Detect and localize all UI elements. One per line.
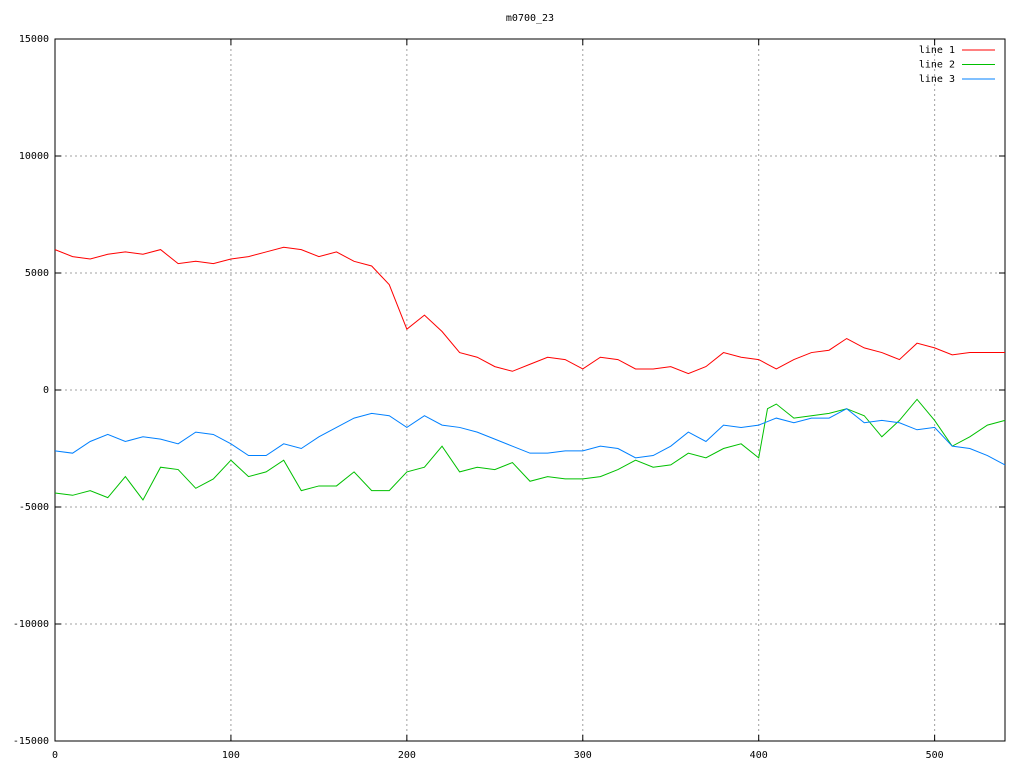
legend-label: line 1 bbox=[919, 45, 955, 56]
legend-label: line 3 bbox=[919, 74, 955, 85]
y-tick-label: -5000 bbox=[19, 502, 49, 513]
x-tick-label: 500 bbox=[926, 750, 944, 761]
y-tick-label: 15000 bbox=[19, 34, 49, 45]
y-tick-label: -10000 bbox=[13, 619, 49, 630]
x-tick-label: 300 bbox=[574, 750, 592, 761]
series-line bbox=[54, 408, 1006, 466]
y-tick-label: 0 bbox=[43, 385, 49, 396]
y-tick-label: 10000 bbox=[19, 151, 49, 162]
x-tick-label: 100 bbox=[222, 750, 240, 761]
x-tick-label: 200 bbox=[398, 750, 416, 761]
y-tick-label: -15000 bbox=[13, 736, 49, 747]
x-tick-label: 0 bbox=[52, 750, 58, 761]
series-line bbox=[54, 246, 1005, 375]
legend-label: line 2 bbox=[919, 60, 955, 71]
x-tick-label: 400 bbox=[750, 750, 768, 761]
chart-title: m0700_23 bbox=[506, 13, 554, 24]
plot-frame bbox=[54, 38, 1006, 742]
y-tick-label: 5000 bbox=[25, 268, 49, 279]
series-line bbox=[54, 398, 1006, 501]
